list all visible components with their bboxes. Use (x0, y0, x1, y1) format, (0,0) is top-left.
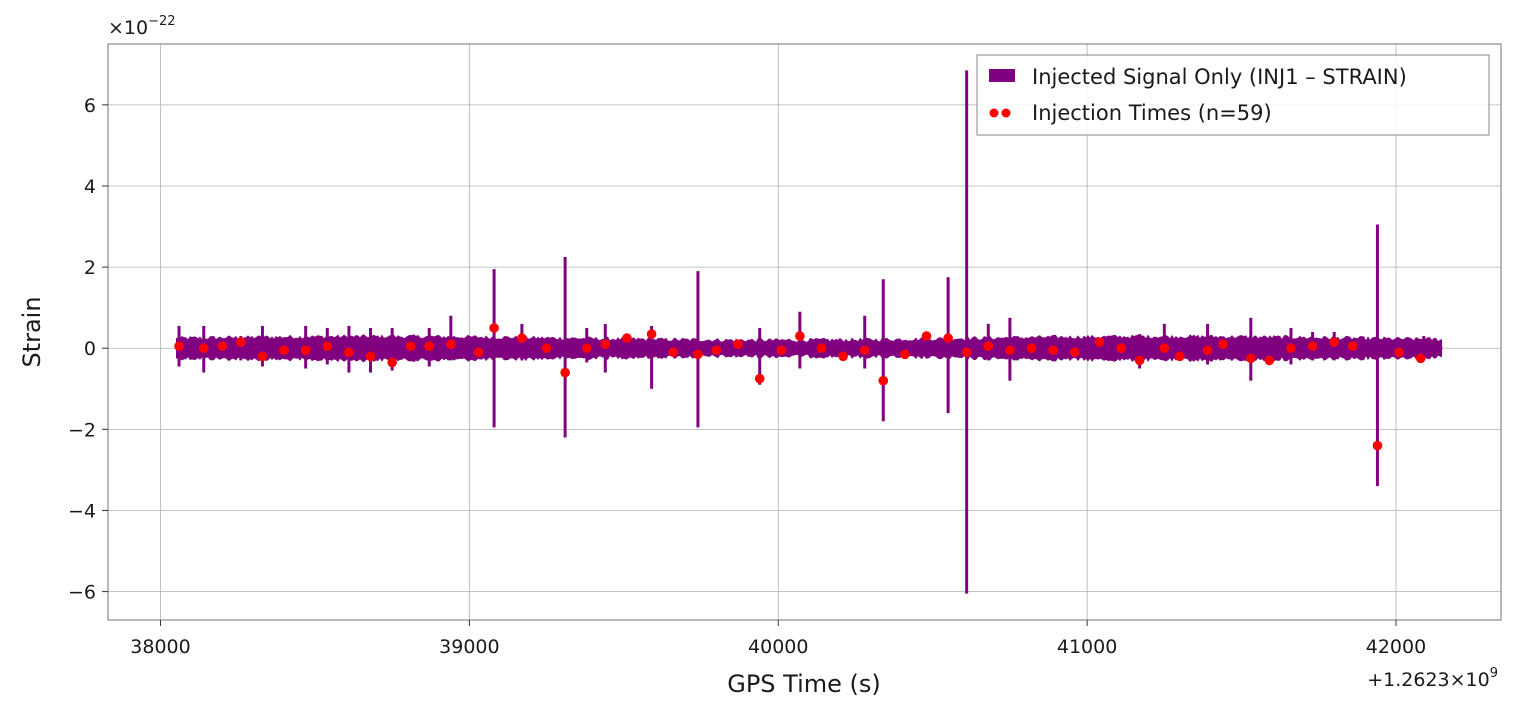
injection-point (668, 347, 679, 358)
legend-label-injection: Injection Times (n=59) (1032, 101, 1272, 125)
y-tick-label: −6 (68, 582, 96, 604)
axis-ticks: 38000 39000 40000 41000 42000 −6 −4 −2 0 2 4 6 (68, 95, 1426, 658)
injection-point (517, 333, 527, 343)
injection-point (322, 341, 333, 351)
injection-point (1415, 353, 1426, 364)
signal-series (175, 70, 1443, 594)
y-tick-label: −4 (68, 500, 96, 522)
x-axis-label: GPS Time (s) (727, 670, 881, 698)
x-tick-label: 39000 (439, 636, 499, 658)
injection-point (622, 333, 632, 343)
x-tick-label: 42000 (1366, 636, 1426, 658)
injection-point (541, 343, 552, 354)
x-tick-label: 40000 (748, 636, 808, 658)
injection-point (387, 357, 397, 368)
legend-label-signal: Injected Signal Only (INJ1 – STRAIN) (1032, 65, 1407, 89)
injection-point (711, 345, 722, 356)
injection-point (646, 329, 657, 339)
injection-point (1026, 343, 1037, 354)
y-axis-multiplier: ×10−22 (108, 14, 176, 39)
injection-point (405, 341, 416, 351)
legend-marker-injection-left (989, 108, 999, 118)
injection-point (776, 345, 787, 356)
injection-point (473, 347, 484, 358)
injection-point (859, 345, 870, 356)
plot-frame (107, 43, 1502, 621)
y-tick-label: −2 (68, 419, 96, 441)
legend: Injected Signal Only (INJ1 – STRAIN) Inj… (976, 54, 1490, 136)
injection-point (1394, 347, 1404, 358)
injection-point (1372, 440, 1383, 451)
injection-point (257, 351, 268, 362)
injection-point (961, 347, 972, 358)
injection-point (983, 341, 994, 351)
injection-point (1347, 341, 1358, 351)
injection-point (900, 349, 910, 360)
injection-point (279, 345, 289, 356)
injection-point (344, 347, 354, 358)
x-tick-label: 41000 (1057, 636, 1117, 658)
injection-point (693, 349, 703, 360)
injection-point (1286, 343, 1296, 354)
injection-point (1218, 339, 1228, 349)
injection-point (365, 351, 376, 362)
injection-point (446, 339, 456, 349)
legend-box (976, 54, 1490, 136)
injection-series (174, 323, 1426, 451)
injection-point (489, 323, 499, 333)
injection-point (1069, 347, 1080, 358)
legend-marker-injection-right (1001, 108, 1011, 118)
injection-point (1329, 337, 1340, 347)
injection-point (921, 331, 932, 341)
injection-point (1005, 345, 1015, 356)
injection-point (878, 375, 889, 386)
injection-point (838, 351, 848, 362)
injection-point (600, 339, 611, 349)
injection-point (1174, 351, 1185, 362)
injection-point (1048, 345, 1058, 356)
injection-point (816, 343, 827, 354)
injection-point (1202, 345, 1213, 356)
injection-point (424, 341, 435, 351)
injection-point (236, 337, 246, 347)
injection-point (1159, 343, 1170, 354)
legend-swatch-signal (989, 69, 1015, 82)
injection-point (560, 367, 570, 378)
injection-point (733, 339, 743, 349)
y-axis-label: Strain (18, 296, 46, 367)
injection-point (754, 373, 765, 384)
injection-point (1116, 343, 1126, 354)
y-tick-label: 6 (84, 95, 96, 117)
x-axis-offset: +1.2623×109 (1367, 666, 1498, 691)
y-tick-label: 2 (84, 257, 96, 279)
y-tick-label: 0 (84, 338, 96, 360)
injection-point (1134, 355, 1145, 366)
y-tick-label: 4 (84, 176, 96, 198)
injection-point (1307, 341, 1318, 351)
injection-point (198, 343, 209, 354)
injection-point (581, 343, 592, 354)
injection-point (1246, 353, 1256, 364)
x-tick-label: 38000 (130, 636, 190, 658)
plot-data (174, 70, 1443, 594)
injection-point (1094, 337, 1105, 347)
injection-point (300, 345, 311, 356)
injection-point (943, 333, 953, 343)
injection-point (795, 331, 805, 341)
injection-point (174, 341, 184, 351)
injection-point (217, 341, 228, 351)
injection-point (1264, 355, 1275, 366)
